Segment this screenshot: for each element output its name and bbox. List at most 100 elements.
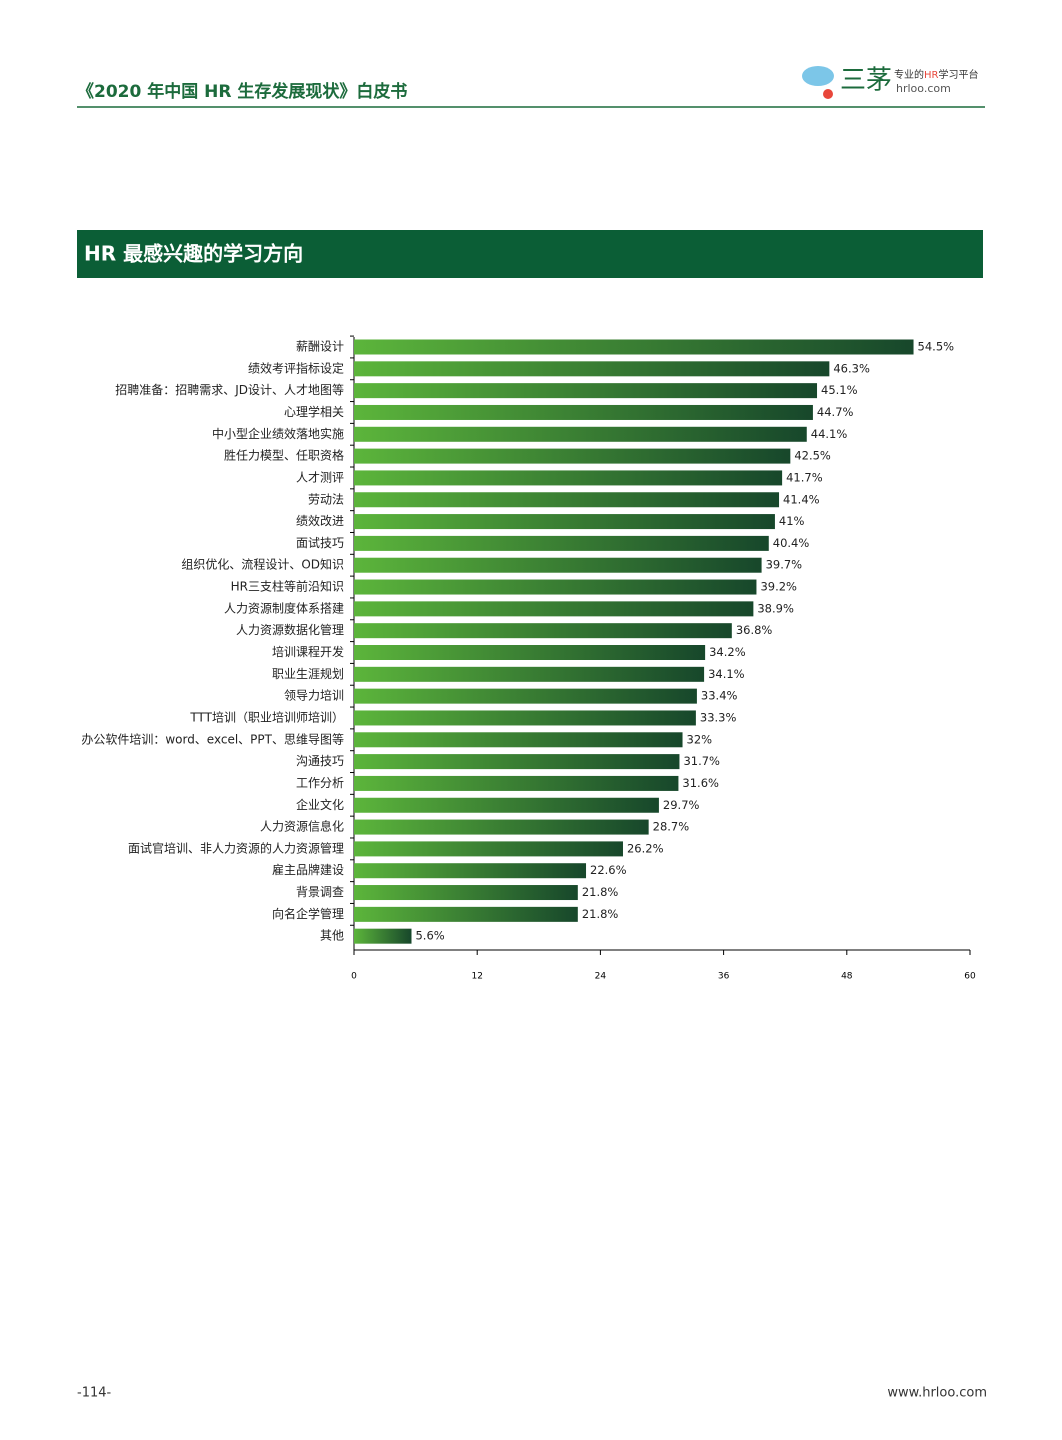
y-tick-label: 劳动法	[308, 492, 344, 506]
y-tick-label: 胜任力模型、任职资格	[224, 448, 344, 463]
value-label: 39.2%	[760, 580, 797, 594]
value-label: 45.1%	[821, 383, 858, 397]
value-label: 21.8%	[582, 885, 619, 899]
y-tick-label: 培训课程开发	[272, 644, 344, 659]
bar	[354, 710, 696, 726]
x-tick-label: 48	[841, 972, 853, 982]
y-tick-label: 面试技巧	[296, 535, 344, 550]
y-tick-label: 组织优化、流程设计、OD知识	[181, 557, 344, 572]
y-tick-label: 工作分析	[296, 776, 344, 790]
y-tick-label: 企业文化	[296, 797, 344, 812]
x-tick-label: 36	[718, 972, 730, 982]
value-label: 36.8%	[736, 623, 773, 637]
logo-tagline: 专业的HR学习平台	[894, 68, 978, 81]
value-label: 41.4%	[783, 492, 820, 506]
bar	[354, 601, 754, 617]
bar	[354, 885, 578, 901]
bar	[354, 383, 818, 399]
bar	[354, 623, 732, 639]
y-tick-label: HR三支柱等前沿知识	[231, 579, 344, 594]
value-label: 38.9%	[757, 601, 794, 615]
bar	[354, 819, 649, 835]
logo-dot	[823, 89, 833, 99]
y-tick-label: 其他	[320, 929, 344, 943]
value-label: 40.4%	[773, 536, 810, 550]
page-number: -114-	[77, 1386, 112, 1401]
value-label: 46.3%	[833, 361, 870, 375]
value-label: 33.3%	[700, 710, 737, 724]
value-label: 41%	[779, 514, 805, 528]
section-title: HR 最感兴趣的学习方向	[84, 242, 303, 266]
value-label: 31.7%	[683, 754, 720, 768]
y-tick-label: 背景调查	[296, 885, 344, 899]
bar	[354, 557, 762, 573]
x-tick-label: 12	[471, 972, 482, 982]
header-title: 《2020 年中国 HR 生存发展现状》白皮书	[77, 81, 407, 102]
bar	[354, 688, 697, 704]
value-label: 28.7%	[653, 820, 690, 834]
x-tick-label: 24	[595, 972, 607, 982]
value-label: 26.2%	[627, 841, 664, 855]
value-label: 44.1%	[811, 427, 848, 441]
value-label: 44.7%	[817, 405, 854, 419]
y-tick-label: 雇主品牌建设	[272, 862, 344, 877]
bar	[354, 666, 705, 682]
bar	[354, 448, 791, 464]
y-tick-label: 绩效改进	[296, 513, 344, 528]
value-label: 22.6%	[590, 863, 627, 877]
y-tick-label: 人力资源数据化管理	[236, 622, 344, 637]
bar	[354, 492, 780, 508]
value-label: 32%	[687, 732, 713, 746]
bar	[354, 775, 679, 791]
bar	[354, 361, 830, 377]
bar	[354, 535, 769, 551]
value-label: 31.6%	[682, 776, 719, 790]
value-label: 34.2%	[709, 645, 746, 659]
y-tick-label: 心理学相关	[284, 404, 344, 419]
value-label: 33.4%	[701, 689, 738, 703]
value-label: 41.7%	[786, 470, 823, 484]
y-tick-label: 办公软件培训：word、excel、PPT、思维导图等	[81, 731, 344, 746]
value-label: 34.1%	[708, 667, 745, 681]
y-tick-label: 中小型企业绩效落地实施	[212, 426, 344, 441]
x-tick-label: 60	[964, 972, 976, 982]
y-tick-label: 薪酬设计	[296, 340, 344, 354]
y-tick-label: 领导力培训	[284, 688, 344, 703]
bar	[354, 754, 680, 770]
value-label: 54.5%	[918, 340, 955, 354]
bar	[354, 339, 914, 355]
bar	[354, 514, 775, 530]
bar	[354, 841, 623, 857]
section-bar	[77, 230, 983, 278]
value-label: 42.5%	[794, 449, 831, 463]
bar	[354, 732, 683, 748]
y-tick-label: 人才测评	[296, 470, 344, 484]
logo-text: 三茅	[840, 66, 892, 96]
x-tick-label: 0	[351, 972, 357, 982]
y-tick-label: 沟通技巧	[296, 754, 344, 768]
footer-url: www.hrloo.com	[887, 1386, 987, 1401]
y-tick-label: 职业生涯规划	[272, 666, 344, 681]
bar	[354, 426, 807, 442]
logo-url: hrloo.com	[896, 82, 951, 95]
value-label: 39.7%	[766, 558, 803, 572]
logo-icon	[802, 66, 834, 86]
y-tick-label: 人力资源制度体系搭建	[224, 600, 344, 615]
y-tick-label: 绩效考评指标设定	[248, 360, 344, 375]
y-tick-label: 向名企学管理	[272, 906, 344, 921]
bar	[354, 797, 659, 813]
bar	[354, 645, 706, 660]
bar	[354, 470, 783, 486]
bar	[354, 928, 412, 944]
value-label: 21.8%	[582, 907, 619, 921]
y-tick-label: TTT培训（职业培训师培训）	[189, 709, 344, 724]
y-tick-label: 面试官培训、非人力资源的人力资源管理	[128, 840, 344, 855]
bar	[354, 906, 578, 922]
bar	[354, 404, 813, 420]
value-label: 29.7%	[663, 798, 700, 812]
bar	[354, 863, 587, 879]
y-tick-label: 人力资源信息化	[260, 819, 344, 834]
bar	[354, 579, 757, 595]
